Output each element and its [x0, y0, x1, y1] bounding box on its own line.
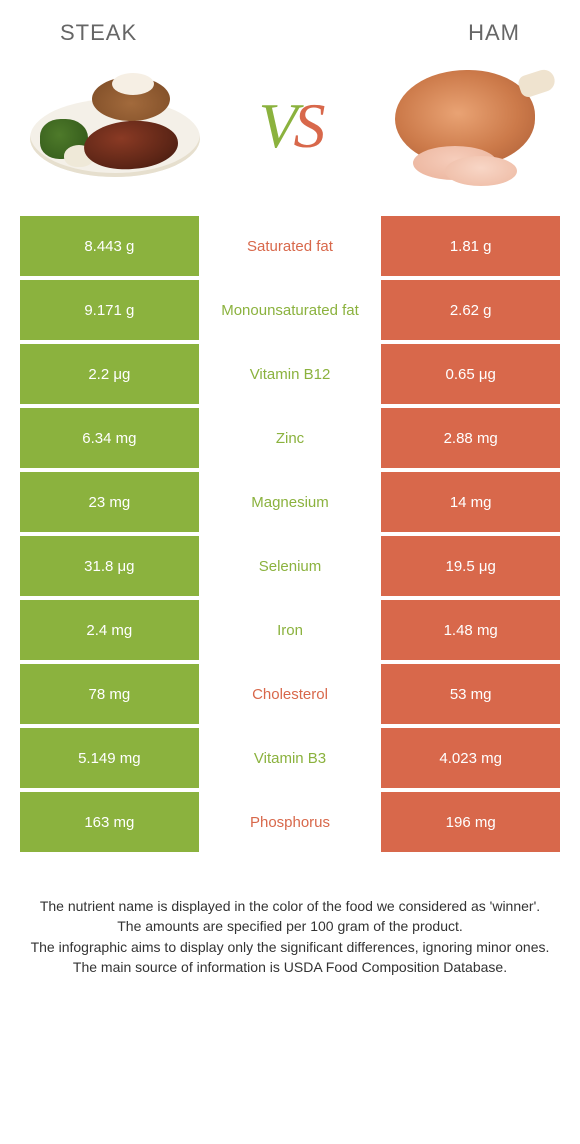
table-row: 2.2 μgVitamin B120.65 μg	[20, 344, 560, 408]
cell-right-value: 1.48 mg	[379, 600, 560, 664]
cell-left-value: 8.443 g	[20, 216, 201, 280]
cell-nutrient-label: Vitamin B12	[201, 344, 380, 408]
cell-nutrient-label: Monounsaturated fat	[201, 280, 380, 344]
cell-nutrient-label: Iron	[201, 600, 380, 664]
table-row: 163 mgPhosphorus196 mg	[20, 792, 560, 856]
cell-right-value: 4.023 mg	[379, 728, 560, 792]
cell-left-value: 9.171 g	[20, 280, 201, 344]
vs-row: VS	[0, 56, 580, 216]
table-row: 8.443 gSaturated fat1.81 g	[20, 216, 560, 280]
ham-illustration	[375, 66, 555, 186]
vs-label: VS	[258, 89, 321, 163]
footer-line: The amounts are specified per 100 gram o…	[24, 916, 556, 936]
ham-image	[370, 66, 560, 186]
cell-right-value: 19.5 μg	[379, 536, 560, 600]
header: STEAK HAM	[0, 0, 580, 56]
cell-left-value: 2.4 mg	[20, 600, 201, 664]
vs-s: S	[294, 90, 322, 161]
food-title-left: STEAK	[60, 20, 137, 46]
table-row: 2.4 mgIron1.48 mg	[20, 600, 560, 664]
table-row: 78 mgCholesterol53 mg	[20, 664, 560, 728]
cell-nutrient-label: Vitamin B3	[201, 728, 380, 792]
cell-left-value: 23 mg	[20, 472, 201, 536]
cell-right-value: 0.65 μg	[379, 344, 560, 408]
cell-left-value: 31.8 μg	[20, 536, 201, 600]
cell-right-value: 196 mg	[379, 792, 560, 856]
table-row: 31.8 μgSelenium19.5 μg	[20, 536, 560, 600]
food-title-right: HAM	[468, 20, 520, 46]
cell-right-value: 1.81 g	[379, 216, 560, 280]
table-row: 9.171 gMonounsaturated fat2.62 g	[20, 280, 560, 344]
cell-left-value: 78 mg	[20, 664, 201, 728]
table-row: 6.34 mgZinc2.88 mg	[20, 408, 560, 472]
cell-nutrient-label: Zinc	[201, 408, 380, 472]
cell-nutrient-label: Phosphorus	[201, 792, 380, 856]
footer-line: The main source of information is USDA F…	[24, 957, 556, 977]
cell-left-value: 5.149 mg	[20, 728, 201, 792]
cell-left-value: 2.2 μg	[20, 344, 201, 408]
cell-right-value: 14 mg	[379, 472, 560, 536]
steak-image	[20, 66, 210, 186]
cell-nutrient-label: Saturated fat	[201, 216, 380, 280]
steak-illustration	[30, 71, 200, 181]
cell-nutrient-label: Cholesterol	[201, 664, 380, 728]
cell-left-value: 163 mg	[20, 792, 201, 856]
footer-notes: The nutrient name is displayed in the co…	[0, 856, 580, 1007]
cell-nutrient-label: Magnesium	[201, 472, 380, 536]
vs-v: V	[258, 90, 293, 161]
cell-right-value: 53 mg	[379, 664, 560, 728]
nutrient-table: 8.443 gSaturated fat1.81 g9.171 gMonouns…	[20, 216, 560, 856]
table-row: 5.149 mgVitamin B34.023 mg	[20, 728, 560, 792]
footer-line: The infographic aims to display only the…	[24, 937, 556, 957]
cell-right-value: 2.62 g	[379, 280, 560, 344]
cell-left-value: 6.34 mg	[20, 408, 201, 472]
cell-right-value: 2.88 mg	[379, 408, 560, 472]
footer-line: The nutrient name is displayed in the co…	[24, 896, 556, 916]
cell-nutrient-label: Selenium	[201, 536, 380, 600]
table-row: 23 mgMagnesium14 mg	[20, 472, 560, 536]
